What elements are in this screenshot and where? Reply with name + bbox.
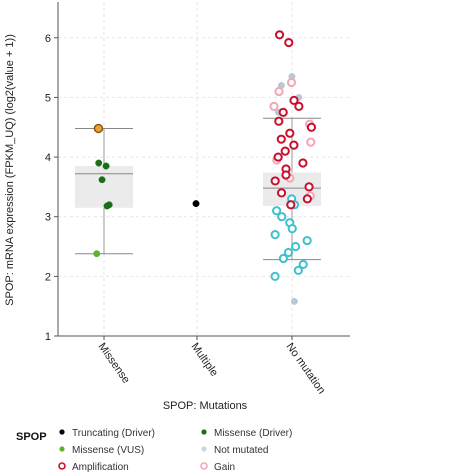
data-point xyxy=(280,146,290,156)
legend-marker xyxy=(58,462,66,470)
x-tick-label: Missense xyxy=(96,341,132,386)
data-point xyxy=(283,247,294,258)
data-point xyxy=(298,158,308,168)
data-point xyxy=(304,182,314,192)
data-point xyxy=(290,297,298,305)
data-point xyxy=(306,137,316,147)
y-tick-label: 6 xyxy=(45,33,51,45)
legend-label: Missense (Driver) xyxy=(214,428,292,439)
data-point xyxy=(276,134,286,144)
data-point xyxy=(274,116,284,126)
legend-marker xyxy=(59,429,65,435)
legend-label: Not mutated xyxy=(214,445,268,456)
x-axis-title: SPOP: Mutations xyxy=(163,400,248,412)
data-point xyxy=(274,30,285,40)
x-tick-label: Multiple xyxy=(189,341,221,379)
legend-marker xyxy=(201,429,207,435)
y-tick-label: 4 xyxy=(45,152,51,164)
x-tick-label: No mutation xyxy=(284,341,328,396)
legend: SPOP Truncating (Driver) Missense (Driver… xyxy=(16,428,292,473)
box-iqr xyxy=(75,166,133,208)
data-point xyxy=(274,86,284,97)
data-point xyxy=(286,77,297,88)
data-point xyxy=(272,206,282,216)
data-point xyxy=(289,140,299,150)
data-point xyxy=(270,176,280,186)
data-point xyxy=(286,200,296,210)
data-points xyxy=(93,30,317,305)
data-point xyxy=(93,123,104,134)
legend-label: Truncating (Driver) xyxy=(72,428,155,439)
y-tick-label: 5 xyxy=(45,92,51,104)
data-point xyxy=(270,230,280,240)
legend-label: Amplification xyxy=(72,462,129,473)
data-point xyxy=(269,101,279,111)
y-tick-label: 1 xyxy=(45,331,51,343)
data-point xyxy=(276,188,287,198)
data-point xyxy=(270,271,280,281)
data-point xyxy=(284,37,294,48)
data-point xyxy=(103,202,111,210)
data-point xyxy=(273,152,283,162)
legend-marker xyxy=(59,446,65,452)
y-axis-title: SPOP: mRNA expression (FPKM_UQ) (log2(va… xyxy=(4,34,16,306)
data-point xyxy=(287,224,297,234)
data-point xyxy=(302,194,312,204)
data-point xyxy=(298,259,308,270)
grid-lines xyxy=(58,2,350,337)
data-point xyxy=(281,170,291,180)
data-point xyxy=(95,159,103,167)
legend-title: SPOP xyxy=(16,431,47,443)
data-point xyxy=(290,241,301,252)
legend-label: Gain xyxy=(214,462,235,473)
legend-marker xyxy=(201,446,207,452)
data-point xyxy=(192,200,200,208)
data-point xyxy=(293,265,303,275)
data-point xyxy=(278,107,288,117)
legend-label: Missense (VUS) xyxy=(72,445,144,456)
y-tick-label: 3 xyxy=(45,212,51,224)
data-point xyxy=(102,162,110,170)
data-point xyxy=(289,95,299,106)
data-point xyxy=(93,250,101,258)
data-point xyxy=(98,176,106,184)
legend-marker xyxy=(200,462,208,470)
data-point xyxy=(285,128,295,138)
data-point xyxy=(278,253,288,264)
y-tick-label: 2 xyxy=(45,271,51,283)
data-point xyxy=(294,101,304,111)
data-point xyxy=(302,235,312,246)
data-point xyxy=(306,122,317,132)
data-point xyxy=(277,212,287,222)
